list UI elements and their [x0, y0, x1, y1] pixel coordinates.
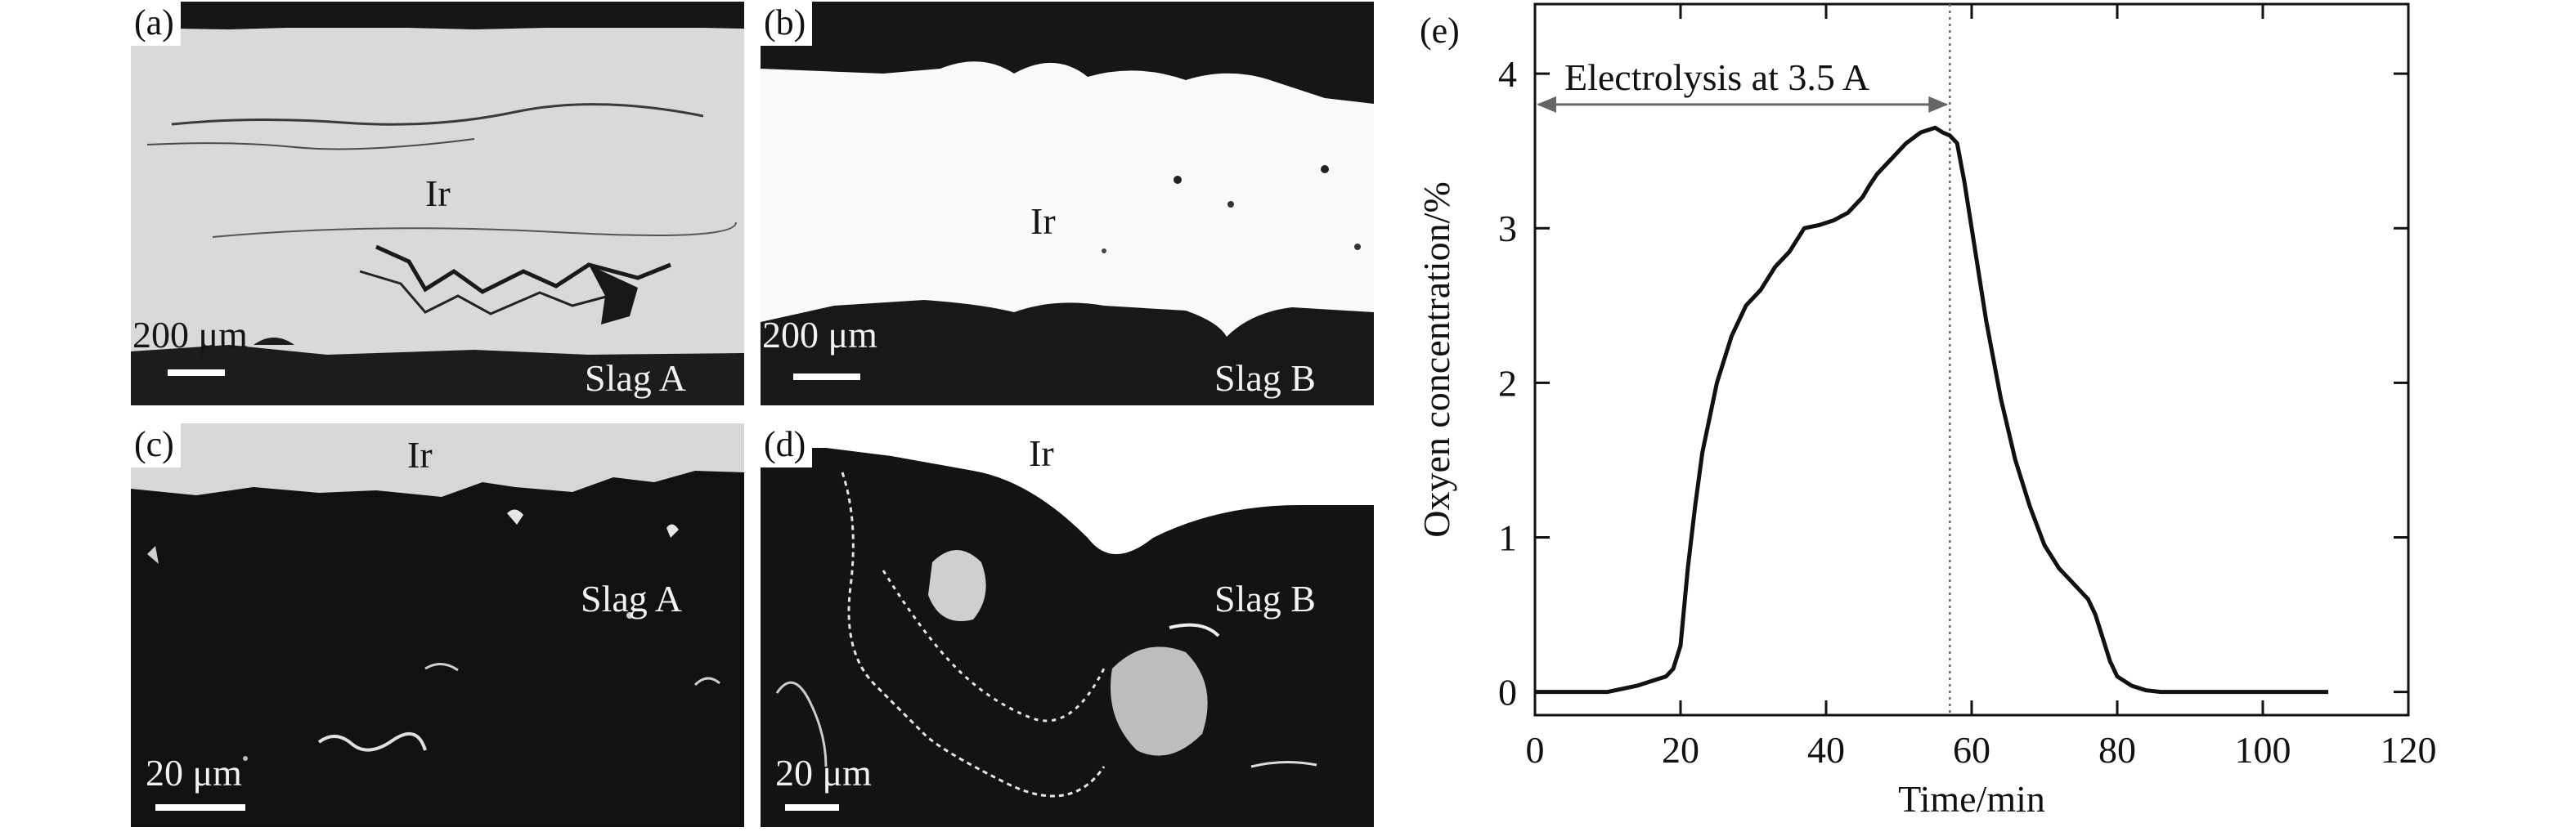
metal-label: Ir [425, 172, 451, 214]
metal-label: Ir [407, 434, 433, 476]
panel-c: (c) Ir Slag A 20 μm [131, 423, 744, 827]
x-tick-label: 40 [1807, 729, 1845, 771]
x-tick-label: 80 [2098, 729, 2136, 771]
scale-bar [168, 369, 225, 376]
y-tick-label: 3 [1498, 208, 1517, 249]
y-tick-label: 2 [1498, 362, 1517, 404]
arrow-head-left [1537, 96, 1556, 113]
y-axis-label: Oxyen concentration/% [1416, 181, 1457, 538]
y-tick-label: 0 [1498, 672, 1517, 713]
slag-label: Slag A [585, 357, 686, 399]
axis-ticks: 0 20 40 60 80 100 120 0 1 2 3 4 [1498, 4, 2437, 771]
scale-label: 20 μm [775, 752, 872, 794]
panel-d: (d) Ir Slag B 20 μm [761, 423, 1374, 827]
x-tick-label: 120 [2381, 729, 2437, 771]
electrolysis-arrow [1537, 96, 1949, 113]
panel-a: (a) Ir 200 μm Slag A [131, 2, 744, 405]
x-tick-label: 20 [1662, 729, 1699, 771]
panel-a-image [131, 2, 744, 405]
series-line [1535, 125, 2329, 695]
scale-bar [793, 374, 860, 380]
panel-b: (b) Ir 200 μm Slag B [761, 2, 1374, 405]
metal-label: Ir [1030, 200, 1056, 242]
panel-label: (c) [131, 423, 181, 467]
scale-label: 200 μm [132, 314, 248, 356]
panel-d-image [761, 423, 1374, 827]
scale-bar [785, 804, 839, 811]
scale-bar [155, 804, 245, 811]
slag-label: Slag B [1214, 357, 1316, 399]
slag-label: Slag A [581, 578, 682, 620]
y-tick-label: 4 [1498, 53, 1517, 95]
panel-e-chart: (e) 0 20 40 60 80 100 120 0 1 2 3 4 Electrolysis at… [1416, 2, 2437, 820]
arrow-head-right [1928, 96, 1949, 113]
electrolysis-annotation: Electrolysis at 3.5 A [1564, 56, 1869, 98]
x-axis-label: Time/min [1898, 778, 2045, 820]
panel-label: (d) [761, 423, 813, 467]
plot-frame [1533, 2, 2410, 717]
y-tick-label: 1 [1498, 517, 1517, 559]
panel-c-image [131, 423, 744, 827]
panel-label: (a) [131, 2, 181, 46]
panel-label: (e) [1420, 11, 1460, 51]
scale-label: 200 μm [762, 314, 877, 356]
scale-label: 20 μm [146, 752, 242, 794]
panel-b-image [761, 2, 1374, 405]
metal-label: Ir [1029, 432, 1054, 474]
slag-label: Slag B [1214, 578, 1316, 620]
panel-label: (b) [761, 2, 813, 46]
x-tick-label: 0 [1526, 729, 1545, 771]
x-tick-label: 60 [1953, 729, 1990, 771]
x-tick-label: 100 [2235, 729, 2291, 771]
